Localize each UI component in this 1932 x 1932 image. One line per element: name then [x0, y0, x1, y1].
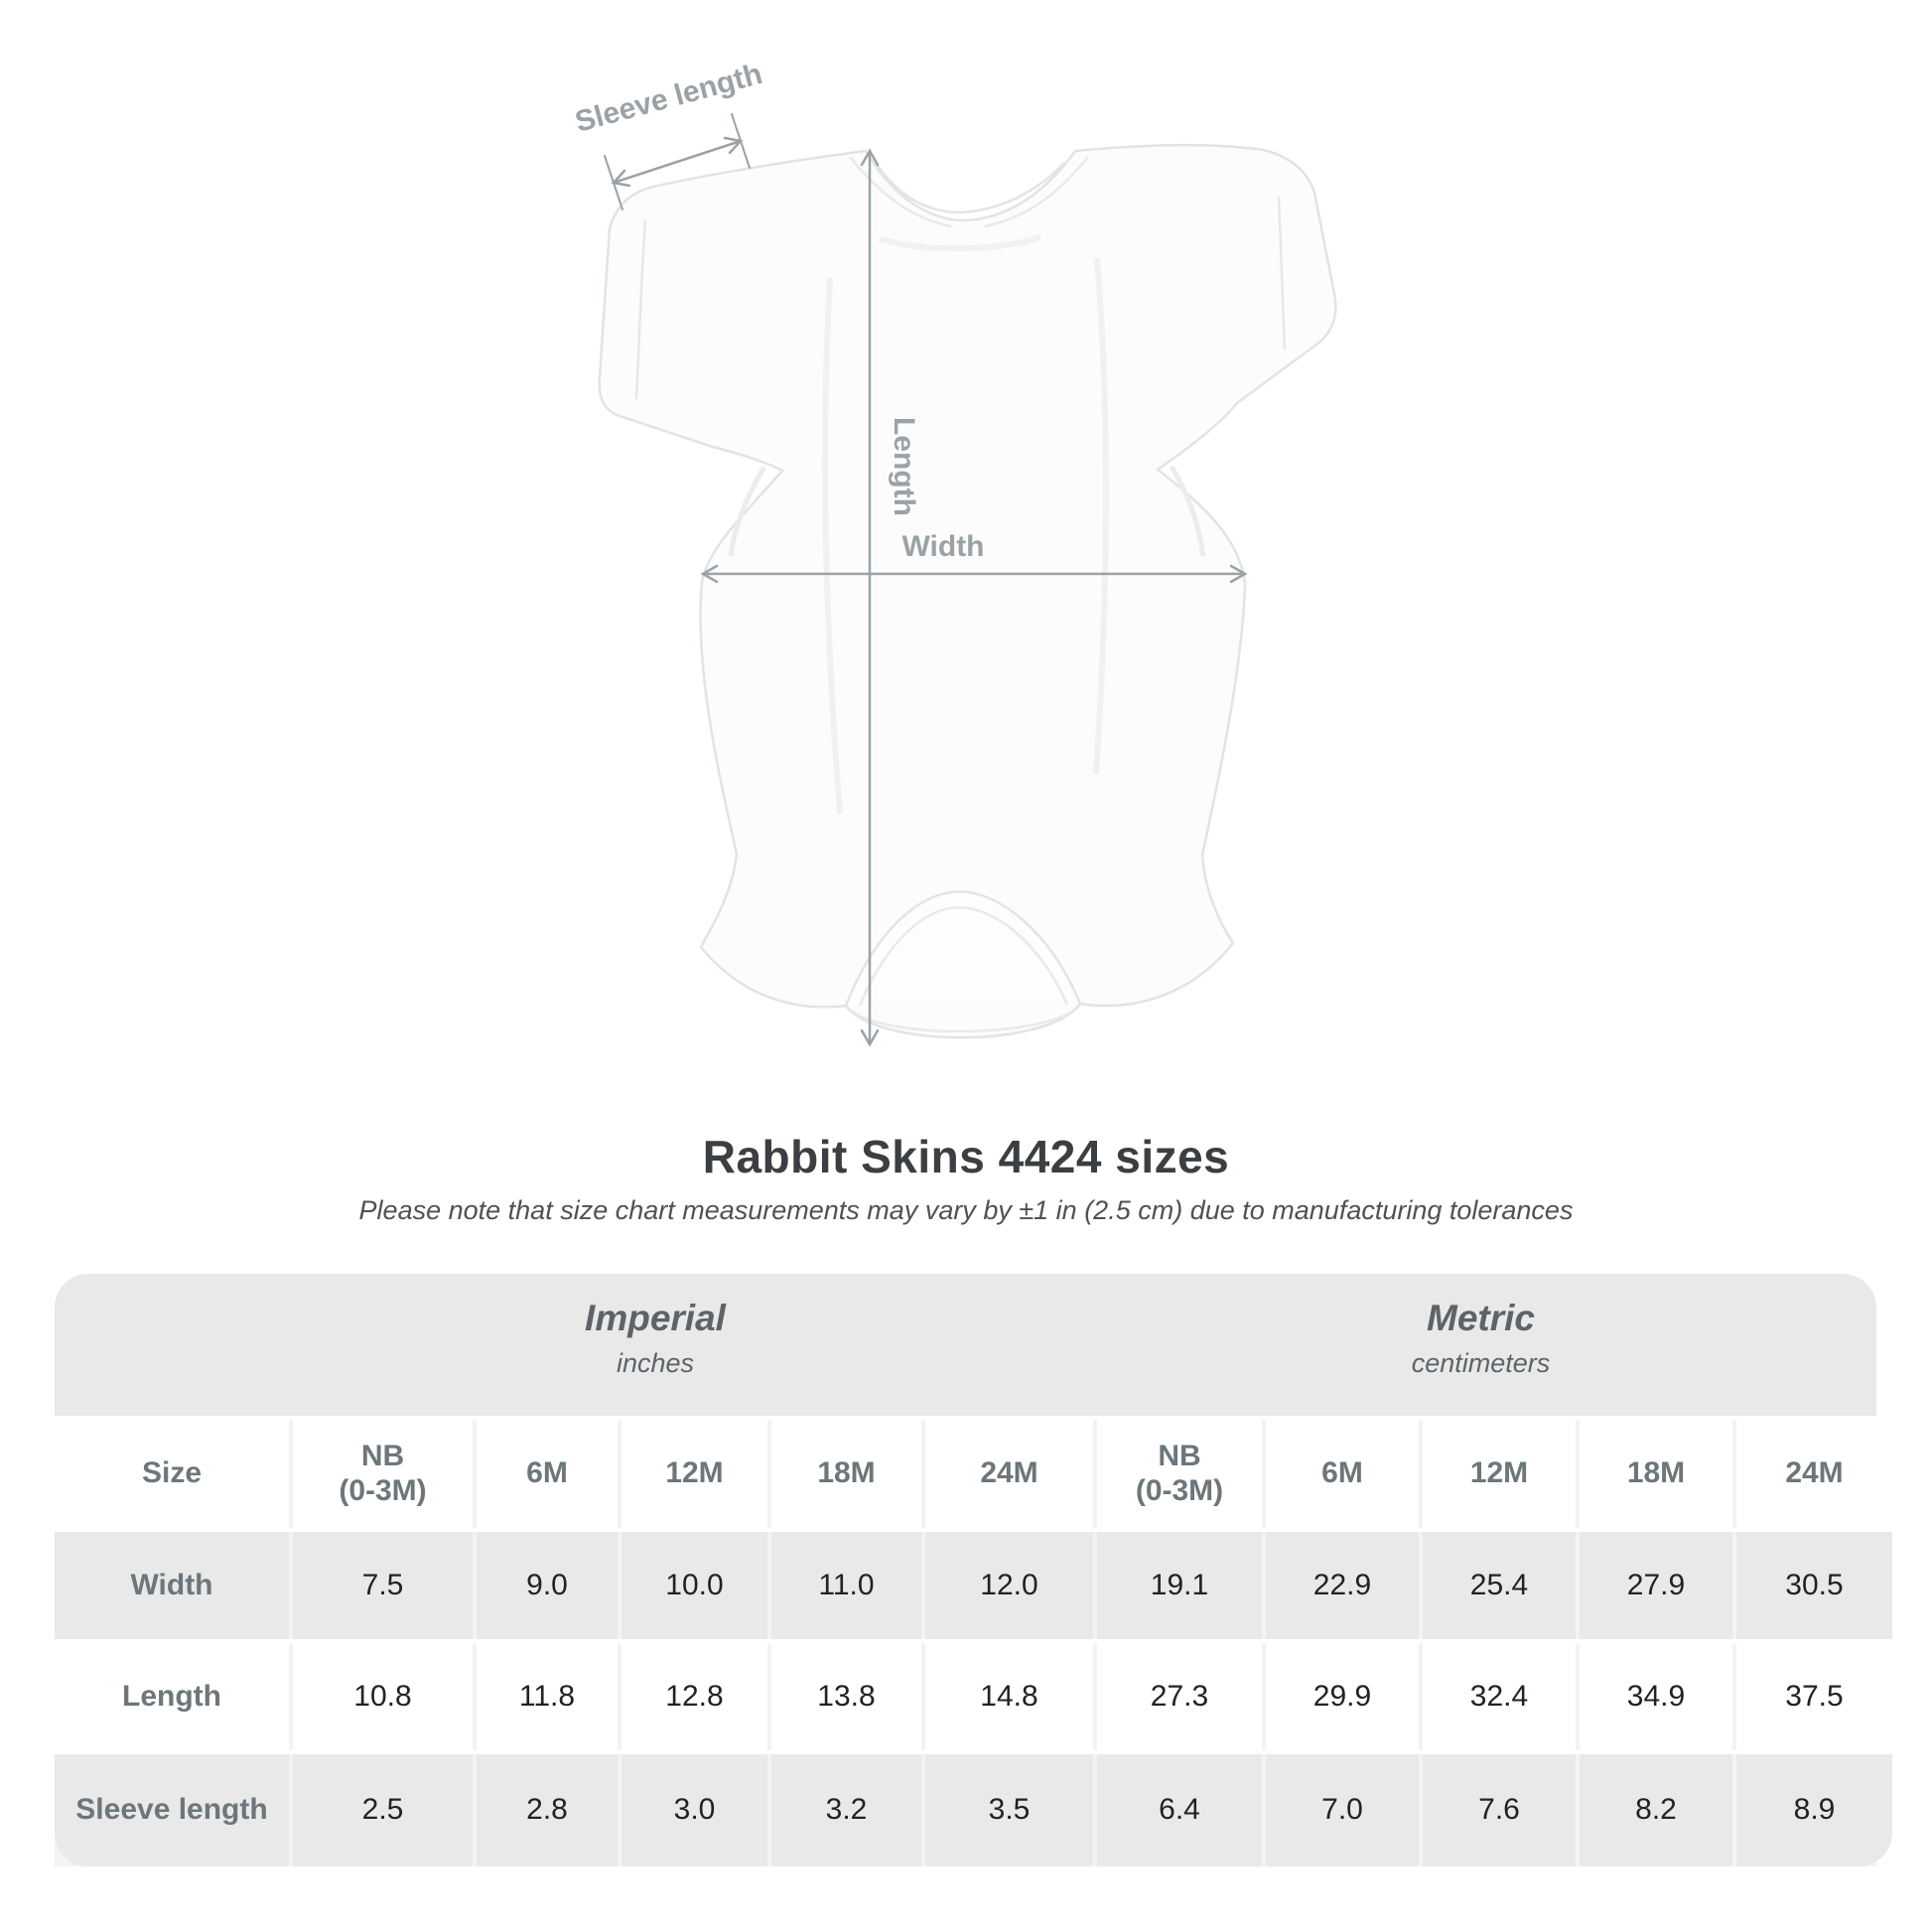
table-row-length: Length 10.8 11.8 12.8 13.8 14.8 27.3 29.… — [55, 1643, 1892, 1750]
imperial-unit: inches — [616, 1348, 695, 1378]
col-header-12m-metric: 12M — [1423, 1420, 1576, 1528]
value-cell: 7.6 — [1423, 1754, 1576, 1866]
collar — [849, 156, 1089, 228]
value-cell: 27.3 — [1097, 1643, 1262, 1750]
value-cell: 22.9 — [1266, 1532, 1419, 1639]
value-cell: 3.5 — [925, 1754, 1093, 1866]
measurement-annotations — [604, 113, 1248, 1047]
col-header-nb-imperial: NB (0-3M) — [293, 1420, 473, 1528]
value-cell: 3.0 — [621, 1754, 767, 1866]
value-cell: 12.8 — [621, 1643, 767, 1750]
value-cell: 10.0 — [621, 1532, 767, 1639]
col-header-6m-imperial: 6M — [477, 1420, 618, 1528]
metric-section-header: Metric centimeters — [1085, 1298, 1876, 1379]
col-header-18m-imperial: 18M — [771, 1420, 921, 1528]
corner-label: Size — [55, 1420, 289, 1528]
tolerance-note: Please note that size chart measurements… — [358, 1195, 1574, 1225]
value-cell: 30.5 — [1736, 1532, 1892, 1639]
value-cell: 7.5 — [293, 1532, 473, 1639]
sleeve-dimension-line — [604, 113, 751, 210]
value-cell: 11.0 — [771, 1532, 921, 1639]
underarm-shadows — [728, 465, 1206, 557]
page-title: Rabbit Skins 4424 sizes — [702, 1131, 1230, 1182]
value-cell: 25.4 — [1423, 1532, 1576, 1639]
nb-line2: (0-3M) — [339, 1473, 427, 1507]
table-row-sleeve-length: Sleeve length 2.5 2.8 3.0 3.2 3.5 6.4 7.… — [55, 1754, 1892, 1866]
nb-line1: NB — [360, 1440, 405, 1472]
value-cell: 29.9 — [1266, 1643, 1419, 1750]
nb-line1: NB — [1158, 1440, 1201, 1472]
value-cell: 6.4 — [1097, 1754, 1262, 1866]
table-rows: Size NB (0-3M) 6M 12M 18M 24M NB (0-3M) … — [55, 1420, 1892, 1866]
value-cell: 19.1 — [1097, 1532, 1262, 1639]
value-cell: 14.8 — [925, 1643, 1093, 1750]
col-header-24m-metric: 24M — [1736, 1420, 1892, 1528]
col-header-nb-metric: NB (0-3M) — [1097, 1420, 1262, 1528]
row-label-width: Width — [55, 1532, 289, 1639]
col-header-24m-imperial: 24M — [925, 1420, 1093, 1528]
imperial-section-header: Imperial inches — [55, 1298, 1256, 1379]
value-cell: 8.2 — [1580, 1754, 1732, 1866]
imperial-title: Imperial — [585, 1298, 726, 1338]
fabric-folds — [822, 233, 1109, 815]
metric-title: Metric — [1427, 1298, 1535, 1338]
value-cell: 2.8 — [477, 1754, 618, 1866]
table-header-band: Imperial inches Metric centimeters — [55, 1274, 1876, 1416]
value-cell: 12.0 — [925, 1532, 1093, 1639]
length-label: Length — [888, 417, 920, 516]
size-table: Imperial inches Metric centimeters Size … — [55, 1274, 1892, 1866]
table-row-width: Width 7.5 9.0 10.0 11.0 12.0 19.1 22.9 2… — [55, 1532, 1892, 1639]
value-cell: 34.9 — [1580, 1643, 1732, 1750]
value-cell: 9.0 — [477, 1532, 618, 1639]
width-dimension-line — [700, 564, 1248, 584]
col-header-12m-imperial: 12M — [621, 1420, 767, 1528]
value-cell: 10.8 — [293, 1643, 473, 1750]
sleeve-cuffs — [634, 196, 1287, 400]
size-header-row: Size NB (0-3M) 6M 12M 18M 24M NB (0-3M) … — [55, 1420, 1892, 1528]
onesie-diagram: Sleeve length Length Width — [572, 58, 1337, 1047]
onesie-body — [598, 143, 1337, 1039]
value-cell: 37.5 — [1736, 1643, 1892, 1750]
value-cell: 2.5 — [293, 1754, 473, 1866]
value-cell: 7.0 — [1266, 1754, 1419, 1866]
value-cell: 11.8 — [477, 1643, 618, 1750]
row-label-sleeve-length: Sleeve length — [55, 1754, 289, 1866]
width-label: Width — [901, 530, 984, 563]
length-dimension-line — [860, 148, 880, 1047]
col-header-18m-metric: 18M — [1580, 1420, 1732, 1528]
onesie-garment — [598, 143, 1337, 1039]
nb-line2: (0-3M) — [1135, 1473, 1224, 1507]
value-cell: 27.9 — [1580, 1532, 1732, 1639]
col-header-6m-metric: 6M — [1266, 1420, 1419, 1528]
metric-unit: centimeters — [1411, 1348, 1551, 1378]
row-label-length: Length — [55, 1643, 289, 1750]
value-cell: 32.4 — [1423, 1643, 1576, 1750]
value-cell: 3.2 — [771, 1754, 921, 1866]
value-cell: 8.9 — [1736, 1754, 1892, 1866]
value-cell: 13.8 — [771, 1643, 921, 1750]
